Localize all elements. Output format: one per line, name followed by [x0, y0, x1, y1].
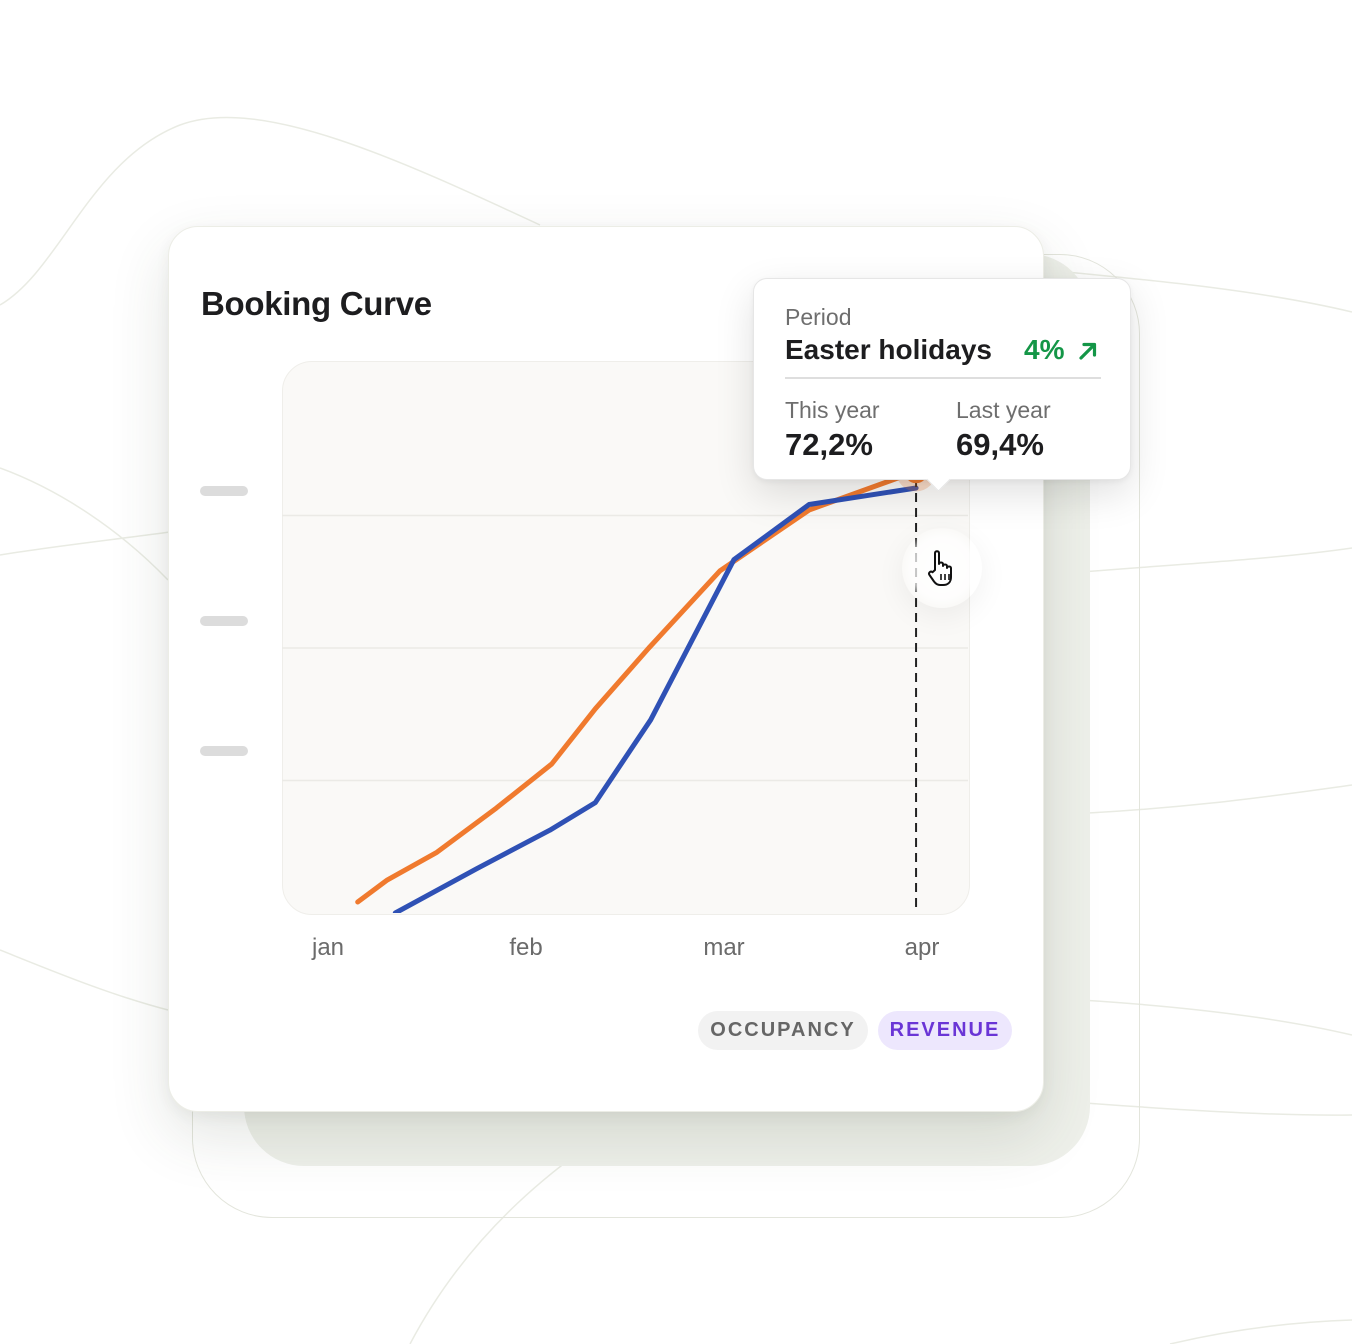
tooltip-period-name: Easter holidays: [785, 334, 992, 365]
series-line-0: [355, 468, 919, 905]
card-title: Booking Curve: [201, 285, 432, 322]
hand-pointer-cursor-icon: [928, 550, 952, 586]
x-tick-label-mar: mar: [703, 934, 745, 961]
revenue-toggle-chip[interactable]: REVENUE: [878, 1011, 1012, 1050]
series-line-1: [392, 485, 919, 913]
x-tick-label-apr: apr: [904, 934, 940, 961]
hover-tooltip: Period Easter holidays 4% This year 72,2…: [753, 278, 1131, 492]
tooltip-last-year-value: 69,4%: [956, 427, 1044, 462]
x-tick-label-feb: feb: [509, 934, 543, 961]
occupancy-toggle-chip[interactable]: OCCUPANCY: [698, 1011, 868, 1050]
tooltip-this-year-value: 72,2%: [785, 427, 873, 462]
y-tick-placeholder: [200, 746, 248, 756]
tooltip-period-label: Period: [785, 304, 852, 330]
tooltip-divider: [785, 377, 1101, 379]
y-tick-placeholder: [200, 616, 248, 626]
tooltip-last-year-label: Last year: [956, 397, 1051, 423]
tooltip-change-value: 4%: [1024, 334, 1065, 365]
tooltip-this-year-label: This year: [785, 397, 880, 423]
trend-up-arrow-icon: [1079, 342, 1097, 360]
y-tick-placeholder: [200, 486, 248, 496]
x-tick-label-jan: jan: [311, 934, 345, 961]
